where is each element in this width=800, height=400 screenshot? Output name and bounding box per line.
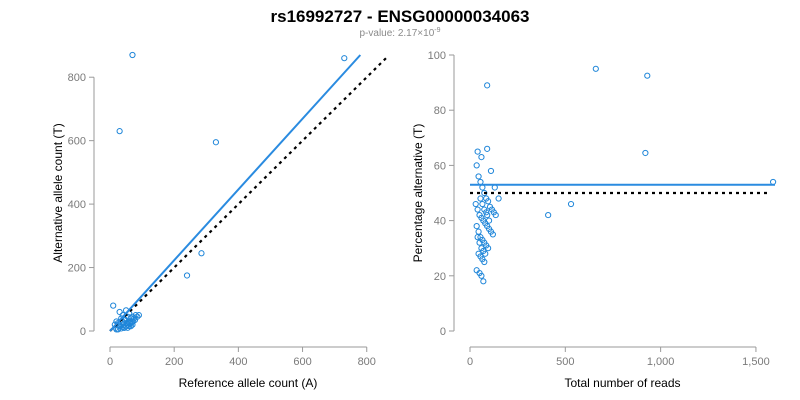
p-value-exponent: -9 (434, 27, 440, 34)
data-point (484, 82, 491, 89)
data-point (485, 198, 492, 205)
x-tick-label: 200 (165, 356, 183, 368)
data-point (212, 139, 220, 146)
data-point (116, 308, 123, 316)
data-point (477, 195, 484, 202)
y-axis-label: Percentage alternative (T) (411, 124, 425, 263)
y-tick-label: 80 (434, 105, 446, 117)
right-scatter-panel: 0 500 1,000 1,500 Total number of reads 0 20 40… (411, 50, 777, 390)
data-point (119, 319, 126, 326)
data-point (484, 145, 491, 152)
y-tick-label: 400 (68, 199, 86, 211)
data-point (495, 195, 502, 202)
data-point (474, 148, 481, 155)
data-point (116, 128, 123, 135)
data-point (474, 206, 481, 213)
x-tick-label: 500 (556, 356, 574, 368)
data-point (479, 200, 486, 208)
data-point (473, 223, 480, 230)
x-axis-label: Reference allele count (A) (179, 376, 318, 390)
x-tick-label: 1,000 (647, 356, 675, 368)
data-point (644, 72, 651, 79)
p-value-text: p-value: 2.17×10 (359, 28, 434, 39)
data-point (480, 278, 487, 285)
data-point (110, 302, 117, 309)
x-tick-label: 1,500 (742, 356, 770, 368)
data-point (567, 200, 575, 208)
chart-title: rs16992727 - ENSG00000034063 (271, 7, 530, 26)
data-point (127, 323, 134, 330)
data-point (474, 234, 481, 241)
data-point (545, 211, 552, 219)
x-tick-label: 800 (358, 356, 376, 368)
x-tick-label: 400 (229, 356, 247, 368)
y-tick-label: 800 (68, 72, 86, 84)
y-tick-label: 200 (68, 263, 86, 275)
y-tick-label: 60 (434, 160, 446, 172)
data-point (341, 55, 348, 62)
data-point (124, 324, 131, 331)
data-point (492, 211, 499, 219)
data-point (485, 217, 493, 224)
data-point (487, 167, 495, 175)
data-point (489, 231, 496, 238)
y-tick-label: 0 (440, 326, 446, 338)
data-point (642, 149, 649, 157)
data-point (483, 209, 490, 216)
p-value-subtitle: p-value: 2.17×10-9 (359, 27, 440, 39)
data-point (129, 51, 136, 59)
y-axis-label: Alternative allele count (T) (51, 123, 65, 262)
x-axis-label: Total number of reads (564, 376, 680, 390)
data-point (475, 173, 482, 180)
data-point (135, 312, 142, 319)
data-point (129, 321, 136, 328)
y-tick-label: 40 (434, 216, 446, 228)
y-tick-label: 100 (428, 50, 446, 62)
data-point (113, 326, 120, 333)
data-point (472, 200, 479, 208)
data-point (128, 319, 135, 327)
reference-line (109, 57, 387, 332)
data-point (485, 245, 492, 252)
data-point (198, 250, 205, 257)
data-point (484, 211, 491, 219)
data-point (475, 228, 482, 235)
data-point (482, 250, 489, 257)
data-point (481, 258, 488, 266)
x-tick-label: 0 (107, 356, 113, 368)
y-tick-label: 600 (68, 136, 86, 148)
x-tick-label: 0 (467, 356, 473, 368)
data-point (592, 65, 599, 72)
data-point (183, 272, 191, 279)
data-point (478, 272, 485, 279)
data-point (473, 162, 480, 169)
x-tick-label: 600 (293, 356, 311, 368)
data-point (131, 316, 139, 323)
data-point (130, 318, 137, 325)
data-point (478, 154, 485, 161)
y-tick-label: 0 (80, 326, 86, 338)
y-tick-label: 20 (434, 271, 446, 283)
fit-line (109, 54, 362, 332)
data-point (476, 239, 483, 246)
left-scatter-panel: 0 200 400 600 800 Reference allele count (A) 0… (51, 51, 387, 390)
